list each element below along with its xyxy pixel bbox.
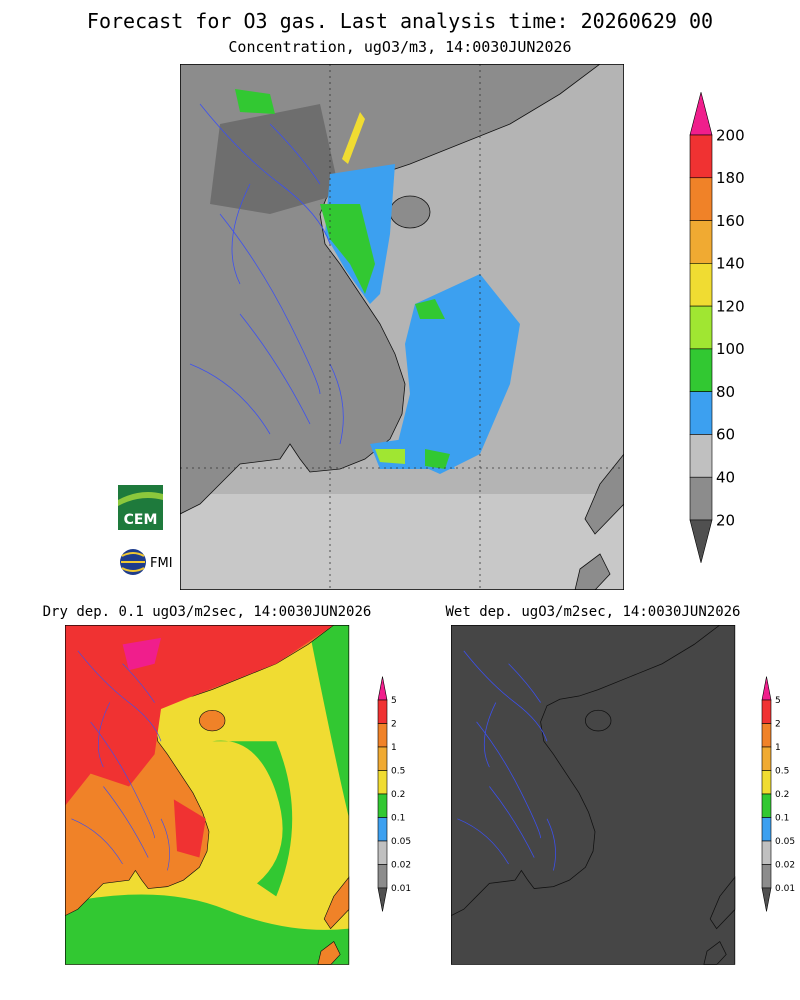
- colorbar-segment: [761, 793, 772, 818]
- colorbar-label: 0.2: [775, 790, 789, 800]
- colorbar-label: 0.01: [391, 884, 411, 894]
- main-map: [180, 64, 624, 590]
- colorbar-segment: [377, 864, 388, 889]
- fmi-text: FMI: [150, 556, 173, 571]
- colorbar-label: 80: [716, 383, 735, 401]
- colorbar-segment: [689, 134, 713, 179]
- colorbar-segment: [377, 699, 388, 724]
- colorbar-segment: [761, 723, 772, 748]
- colorbar-label: 180: [716, 169, 745, 187]
- colorbar-top-triangle: [761, 676, 772, 701]
- colorbar-label: 0.1: [775, 814, 789, 824]
- fmi-logo: FMI: [120, 549, 173, 575]
- colorbar-top-triangle: [689, 92, 713, 136]
- colorbar-label: 120: [716, 297, 745, 315]
- colorbar-bottom-triangle: [761, 887, 772, 912]
- colorbar-label: 0.02: [775, 861, 795, 871]
- colorbar-segment: [689, 391, 713, 435]
- colorbar-segment: [761, 770, 772, 795]
- wet-dep-map: [451, 625, 736, 965]
- colorbar-segment: [761, 699, 772, 724]
- cem-text: CEM: [124, 512, 158, 528]
- cem-logo: CEM: [118, 485, 163, 530]
- colorbar-label: 0.5: [775, 767, 789, 777]
- colorbar-label: 20: [716, 511, 735, 529]
- colorbar-segment: [761, 817, 772, 842]
- colorbar-segment: [377, 840, 388, 865]
- colorbar-segment: [377, 746, 388, 771]
- colorbar-label: 40: [716, 468, 735, 486]
- colorbar-label: 2: [391, 720, 397, 730]
- colorbar-bottom-triangle: [689, 519, 713, 563]
- colorbar-top-triangle: [377, 676, 388, 701]
- colorbar-label: 160: [716, 212, 745, 230]
- colorbar-label: 2: [775, 720, 781, 730]
- colorbar-segment: [377, 793, 388, 818]
- colorbar-segment: [689, 305, 713, 350]
- colorbar-segment: [689, 476, 713, 521]
- dry-dep-title: Dry dep. 0.1 ugO3/m2sec, 14:0030JUN2026: [43, 604, 372, 620]
- colorbar-segment: [689, 263, 713, 307]
- colorbar-label: 200: [716, 126, 745, 144]
- colorbar-label: 0.1: [391, 814, 405, 824]
- subtitle: Concentration, ugO3/m3, 14:0030JUN2026: [228, 38, 571, 56]
- colorbar-segment: [377, 723, 388, 748]
- colorbar-segment: [761, 864, 772, 889]
- colorbar-label: 100: [716, 340, 745, 358]
- colorbar-segment: [377, 817, 388, 842]
- colorbar-label: 0.01: [775, 884, 795, 894]
- title: Forecast for O3 gas. Last analysis time:…: [87, 9, 713, 33]
- colorbar-label: 5: [775, 696, 781, 706]
- colorbar-bottom-triangle: [377, 887, 388, 912]
- colorbar-label: 0.05: [775, 837, 795, 847]
- colorbar-segment: [689, 348, 713, 392]
- colorbar-label: 140: [716, 255, 745, 273]
- colorbar-label: 0.02: [391, 861, 411, 871]
- wet-dep-title: Wet dep. ugO3/m2sec, 14:0030JUN2026: [445, 604, 740, 620]
- colorbar-segment: [761, 840, 772, 865]
- colorbar-label: 1: [391, 743, 397, 753]
- colorbar-segment: [689, 434, 713, 478]
- colorbar-label: 0.05: [391, 837, 411, 847]
- colorbar-label: 60: [716, 426, 735, 444]
- colorbar-label: 0.2: [391, 790, 405, 800]
- colorbar-label: 1: [775, 743, 781, 753]
- colorbar-label: 5: [391, 696, 397, 706]
- colorbar-segment: [761, 746, 772, 771]
- colorbar-segment: [689, 177, 713, 221]
- dry-dep-map: [65, 625, 350, 965]
- colorbar-label: 0.5: [391, 767, 405, 777]
- colorbar-segment: [377, 770, 388, 795]
- colorbar-segment: [689, 220, 713, 264]
